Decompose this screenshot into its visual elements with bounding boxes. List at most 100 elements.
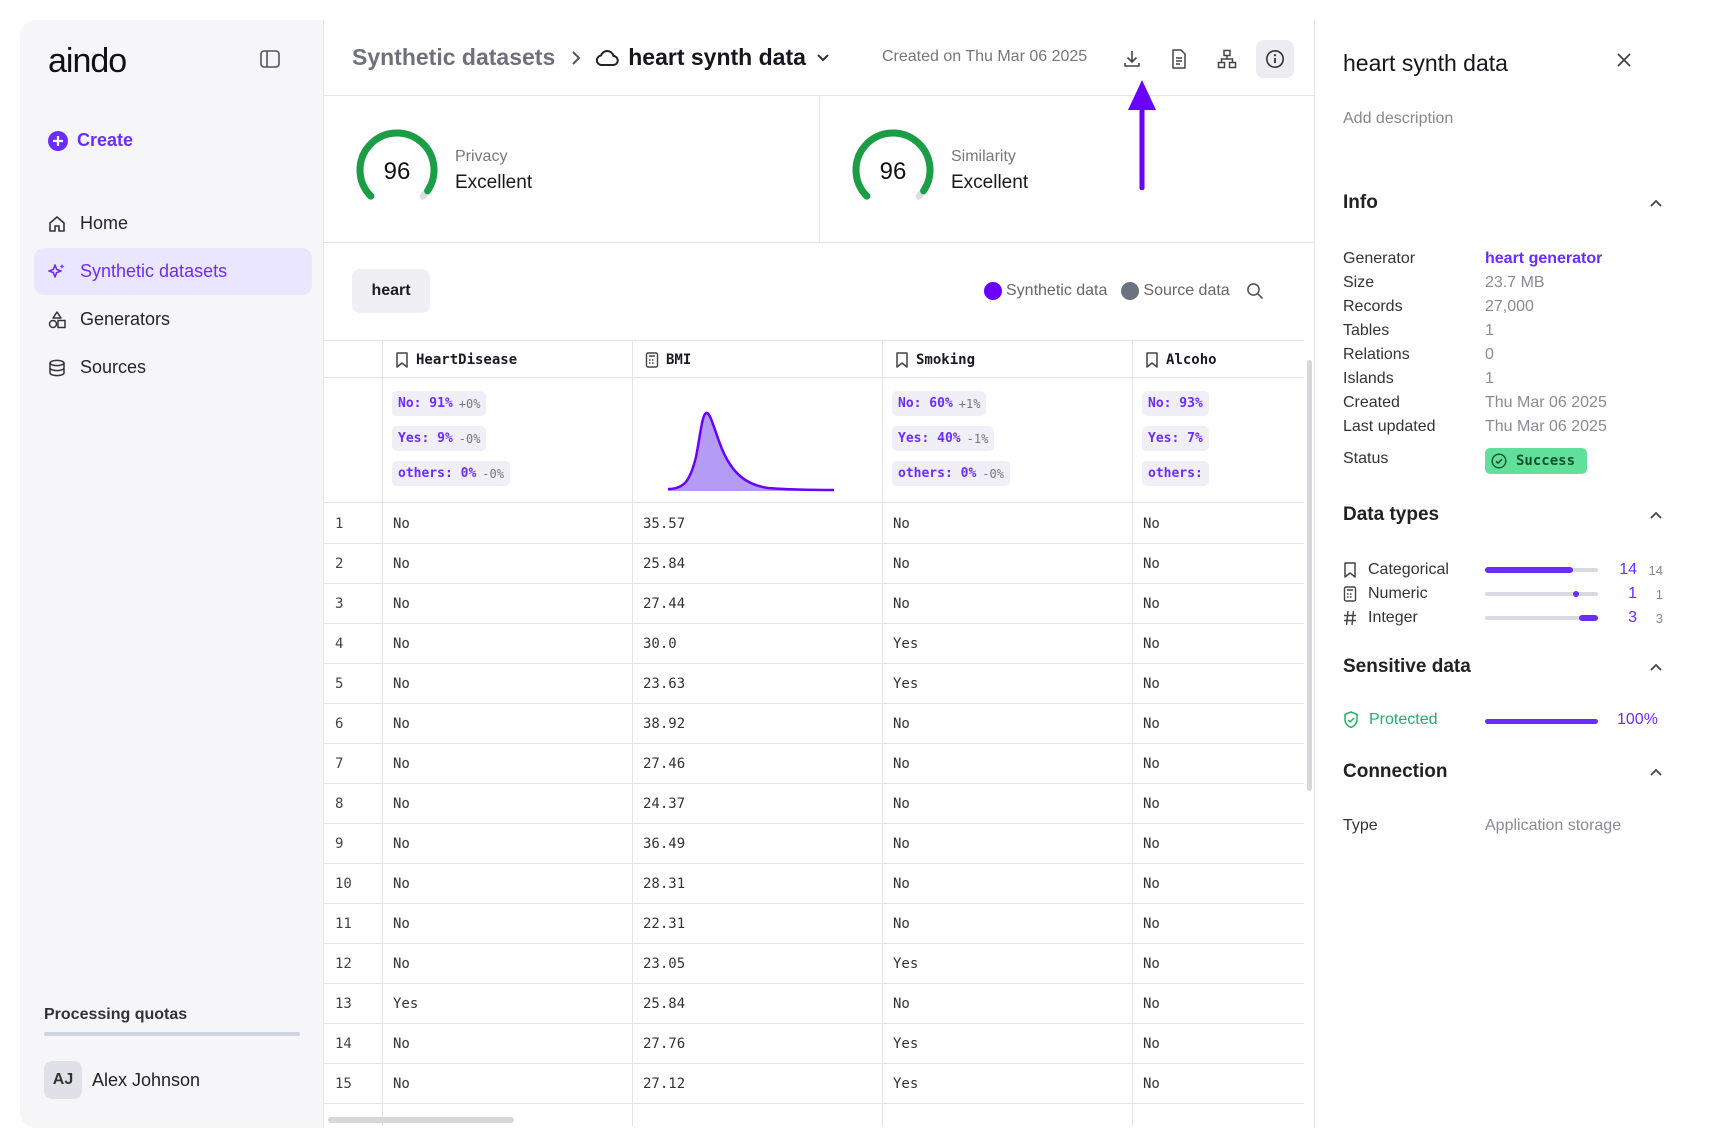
row-index: 3 — [335, 596, 344, 612]
table-row[interactable]: 10 No 28.31 No No — [324, 864, 1304, 904]
category-pill: No: 60% +1% — [892, 391, 987, 416]
legend-source[interactable]: Source data — [1121, 282, 1230, 300]
legend-source-label: Source data — [1143, 282, 1230, 299]
table-cell: 22.31 — [643, 916, 686, 932]
sidebar-item-generators[interactable]: Generators — [34, 296, 312, 343]
category-pill: Yes: 9% -0% — [392, 426, 487, 451]
relations-icon[interactable] — [1208, 40, 1246, 78]
row-index: 13 — [335, 996, 352, 1012]
legend-synthetic-label: Synthetic data — [1006, 282, 1108, 299]
source-dot-icon — [1121, 282, 1140, 300]
table-row[interactable]: 2 No 25.84 No No — [324, 544, 1304, 584]
synthetic-dot-icon — [984, 282, 1002, 300]
add-description-link[interactable]: Add description — [1343, 110, 1454, 127]
privacy-score-card: 96 Privacy Excellent — [324, 97, 818, 243]
avatar: AJ — [44, 1061, 82, 1099]
table-row[interactable]: 7 No 27.46 No No — [324, 744, 1304, 784]
info-key: Relations — [1343, 346, 1410, 363]
column-header-bmi[interactable]: BMI — [632, 341, 882, 379]
column-header-heartdisease[interactable]: HeartDisease — [382, 341, 632, 379]
info-value: 23.7 MB — [1485, 274, 1545, 291]
table-cell: No — [393, 956, 410, 972]
row-index: 10 — [335, 876, 352, 892]
generator-link[interactable]: heart generator — [1485, 250, 1603, 267]
created-date: Created on Thu Mar 06 2025 — [882, 48, 1088, 65]
table-cell: Yes — [893, 636, 919, 652]
column-header-smoking[interactable]: Smoking — [882, 341, 1132, 379]
similarity-label: Similarity — [951, 148, 1016, 165]
table-cell: 36.49 — [643, 836, 686, 852]
section-info[interactable]: Info — [1343, 192, 1663, 214]
connection-type-key: Type — [1343, 817, 1378, 834]
legend-synthetic[interactable]: Synthetic data — [984, 282, 1107, 300]
table-row[interactable]: 3 No 27.44 No No — [324, 584, 1304, 624]
table-cell: No — [893, 876, 910, 892]
table-row[interactable]: 12 No 23.05 Yes No — [324, 944, 1304, 984]
info-value: 1 — [1485, 322, 1494, 339]
hash-icon — [1344, 610, 1356, 626]
category-pill: No: 93% — [1142, 391, 1209, 416]
section-title: Data types — [1343, 504, 1440, 525]
sidebar-item-synthetic-datasets[interactable]: Synthetic datasets — [34, 248, 312, 295]
tab-heart[interactable]: heart — [352, 269, 430, 313]
table-cell: No — [1143, 676, 1160, 692]
create-button[interactable]: Create — [48, 130, 133, 151]
table-row[interactable]: 9 No 36.49 No No — [324, 824, 1304, 864]
sidebar-item-home[interactable]: Home — [34, 200, 312, 247]
similarity-gauge: 96 — [852, 129, 934, 200]
privacy-score-value: 96 — [384, 158, 411, 185]
chevron-down-icon[interactable] — [816, 53, 830, 63]
table-cell: No — [393, 756, 410, 772]
table-cell: 27.44 — [643, 596, 686, 612]
table-row[interactable]: 14 No 27.76 Yes No — [324, 1024, 1304, 1064]
breadcrumb-root[interactable]: Synthetic datasets — [352, 44, 556, 70]
download-icon[interactable] — [1113, 40, 1151, 78]
bookmark-icon — [396, 352, 408, 368]
panel-title: heart synth data — [1343, 50, 1508, 76]
table-row[interactable]: 5 No 23.63 Yes No — [324, 664, 1304, 704]
horizontal-scrollbar[interactable] — [328, 1117, 514, 1123]
section-connection[interactable]: Connection — [1343, 761, 1663, 783]
table-cell: 30.0 — [643, 636, 677, 652]
info-icon[interactable] — [1256, 40, 1294, 78]
row-index: 5 — [335, 676, 344, 692]
column-header-alcohol[interactable]: Alcoho — [1132, 341, 1304, 379]
user-profile[interactable]: AJ Alex Johnson — [44, 1061, 200, 1099]
table-cell: No — [893, 556, 910, 572]
row-index: 7 — [335, 756, 344, 772]
section-sensitive-data[interactable]: Sensitive data — [1343, 656, 1663, 678]
app-logo: aindo — [48, 42, 127, 80]
table-row[interactable]: 6 No 38.92 No No — [324, 704, 1304, 744]
row-index: 2 — [335, 556, 344, 572]
sidebar-item-label: Generators — [80, 309, 171, 329]
section-data-types[interactable]: Data types — [1343, 504, 1663, 526]
table-row[interactable]: 15 No 27.12 Yes No — [324, 1064, 1304, 1104]
table-cell: No — [1143, 636, 1160, 652]
search-icon[interactable] — [1246, 282, 1264, 300]
data-table: HeartDisease BMI Smoking Alcoho No: 91% +… — [324, 340, 1304, 1126]
processing-quota-bar — [44, 1032, 300, 1036]
table-row[interactable]: 13 Yes 25.84 No No — [324, 984, 1304, 1024]
sidebar-toggle-icon[interactable] — [260, 50, 280, 68]
row-index: 14 — [335, 1036, 352, 1052]
table-row[interactable]: 1 No 35.57 No No — [324, 504, 1304, 544]
table-row[interactable]: 4 No 30.0 Yes No — [324, 624, 1304, 664]
similarity-rating: Excellent — [951, 172, 1029, 193]
sidebar-item-sources[interactable]: Sources — [34, 344, 312, 391]
report-icon[interactable] — [1160, 40, 1198, 78]
vertical-scrollbar[interactable] — [1307, 360, 1312, 791]
info-key: Generator — [1343, 250, 1416, 267]
main-content: Synthetic datasets heart synth data Crea… — [324, 20, 1314, 1128]
table-cell: 27.46 — [643, 756, 686, 772]
table-cell: No — [393, 1036, 410, 1052]
table-cell: Yes — [893, 1076, 919, 1092]
table-cell: No — [1143, 516, 1160, 532]
table-cell: No — [893, 516, 910, 532]
sidebar-item-label: Synthetic datasets — [80, 261, 228, 281]
table-row[interactable]: 11 No 22.31 No No — [324, 904, 1304, 944]
close-icon[interactable] — [1615, 51, 1633, 69]
row-index: 1 — [335, 516, 344, 532]
table-row[interactable]: 8 No 24.37 No No — [324, 784, 1304, 824]
table-cell: No — [1143, 836, 1160, 852]
sidebar-item-label: Home — [80, 213, 129, 233]
